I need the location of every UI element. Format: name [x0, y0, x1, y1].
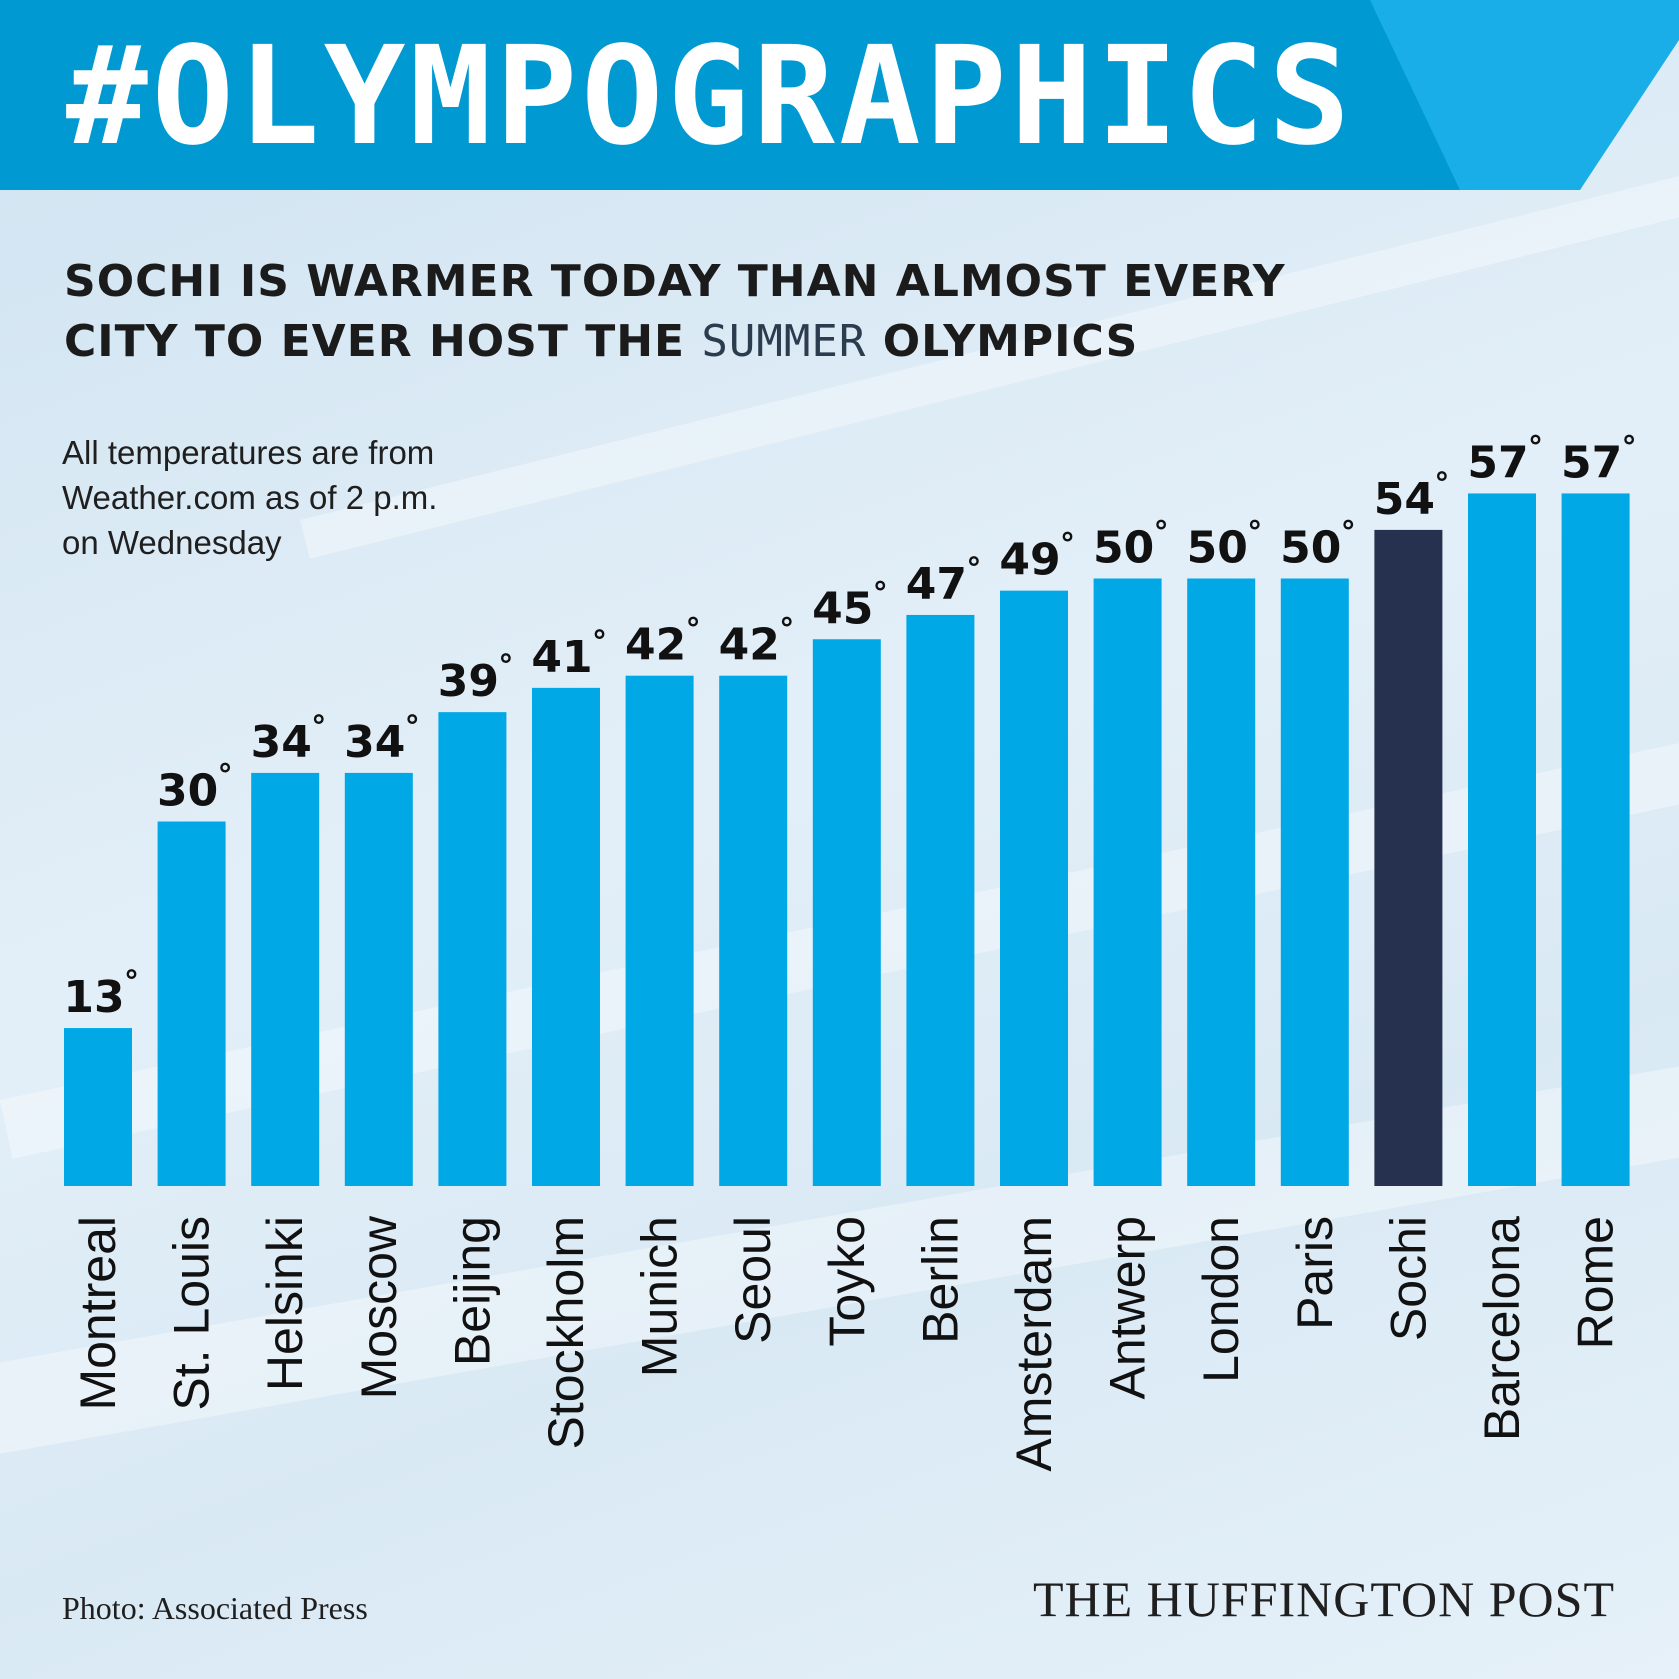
- value-label: 13: [63, 972, 124, 1023]
- bar-moscow: [344, 772, 413, 1186]
- value-label: 49: [999, 535, 1060, 586]
- bar-sochi: [1374, 529, 1443, 1186]
- publisher-brand: THE HUFFINGTON POST: [1032, 1571, 1615, 1627]
- category-label: Toyko: [819, 1216, 875, 1347]
- degree-symbol: °: [124, 965, 139, 1000]
- degree-symbol: °: [592, 625, 607, 660]
- bar-beijing: [438, 712, 507, 1186]
- value-label: 45: [812, 583, 873, 634]
- value-label: 50: [1187, 523, 1248, 574]
- value-label: 34: [251, 717, 312, 768]
- value-label: 42: [625, 620, 686, 671]
- degree-symbol: °: [1434, 467, 1449, 502]
- headline-text: CITY TO EVER HOST THE: [64, 316, 702, 367]
- value-label: 34: [344, 717, 405, 768]
- category-label: St. Louis: [164, 1216, 220, 1411]
- banner-title: #OLYMPOGRAPHICS: [66, 18, 1355, 176]
- bar-amsterdam: [1000, 590, 1068, 1186]
- degree-symbol: °: [1622, 430, 1637, 465]
- headline-text: OLYMPICS: [866, 316, 1139, 367]
- degree-symbol: °: [405, 710, 420, 745]
- category-label: Stockholm: [538, 1216, 594, 1449]
- value-label: 54: [1374, 474, 1435, 525]
- headline-line-2: CITY TO EVER HOST THE SUMMER OLYMPICS: [64, 314, 1138, 370]
- degree-symbol: °: [1528, 430, 1543, 465]
- degree-symbol: °: [311, 710, 326, 745]
- source-note-line: on Wednesday: [62, 524, 282, 561]
- degree-symbol: °: [966, 552, 981, 587]
- degree-symbol: °: [1154, 516, 1169, 551]
- bar-barcelona: [1468, 493, 1536, 1186]
- category-label: London: [1193, 1216, 1249, 1383]
- category-label: Moscow: [351, 1215, 407, 1399]
- category-label: Paris: [1287, 1216, 1343, 1330]
- headline-line-1: SOCHI IS WARMER TODAY THAN ALMOST EVERY: [64, 256, 1286, 307]
- degree-symbol: °: [779, 613, 794, 648]
- bar-paris: [1280, 578, 1349, 1186]
- category-label: Amsterdam: [1006, 1216, 1062, 1472]
- banner: [0, 0, 1679, 190]
- degree-symbol: °: [873, 576, 888, 611]
- bar-munich: [625, 675, 694, 1186]
- value-label: 50: [1093, 523, 1154, 574]
- bar-st-louis: [157, 821, 226, 1186]
- value-label: 57: [1467, 437, 1528, 488]
- source-note: All temperatures are from Weather.com as…: [62, 430, 522, 565]
- bar-london: [1187, 578, 1256, 1186]
- value-label: 30: [157, 766, 218, 817]
- bar-montreal: [64, 1028, 132, 1186]
- photo-credit: Photo: Associated Press: [62, 1590, 368, 1626]
- category-label: Antwerp: [1100, 1216, 1156, 1399]
- bar-seoul: [719, 675, 788, 1186]
- degree-symbol: °: [1247, 516, 1262, 551]
- value-label: 42: [719, 620, 780, 671]
- value-label: 39: [438, 656, 499, 707]
- bar-toyko: [812, 639, 881, 1186]
- source-note-line: Weather.com as of 2 p.m.: [62, 479, 438, 516]
- value-label: 57: [1561, 437, 1622, 488]
- category-label: Montreal: [70, 1216, 126, 1411]
- source-note-line: All temperatures are from: [62, 434, 435, 471]
- category-label: Seoul: [725, 1216, 781, 1344]
- headline-accent-word: SUMMER: [701, 316, 867, 367]
- degree-symbol: °: [686, 613, 701, 648]
- category-label: Barcelona: [1474, 1216, 1530, 1441]
- category-label: Rome: [1568, 1216, 1624, 1349]
- degree-symbol: °: [218, 759, 233, 794]
- bar-stockholm: [532, 687, 600, 1186]
- value-label: 41: [531, 632, 592, 683]
- bar-antwerp: [1093, 578, 1162, 1186]
- category-label: Sochi: [1380, 1216, 1436, 1341]
- degree-symbol: °: [498, 649, 513, 684]
- category-label: Berlin: [912, 1216, 968, 1344]
- bar-helsinki: [251, 772, 320, 1186]
- value-label: 50: [1280, 523, 1341, 574]
- bar-berlin: [906, 614, 975, 1186]
- degree-symbol: °: [1060, 528, 1075, 563]
- degree-symbol: °: [1341, 516, 1356, 551]
- bar-rome: [1561, 493, 1630, 1186]
- value-label: 47: [906, 559, 967, 610]
- category-label: Beijing: [444, 1216, 500, 1366]
- category-label: Helsinki: [257, 1216, 313, 1391]
- banner-background: [0, 0, 1679, 190]
- category-label: Munich: [632, 1216, 688, 1377]
- banner-accent: [1370, 0, 1679, 190]
